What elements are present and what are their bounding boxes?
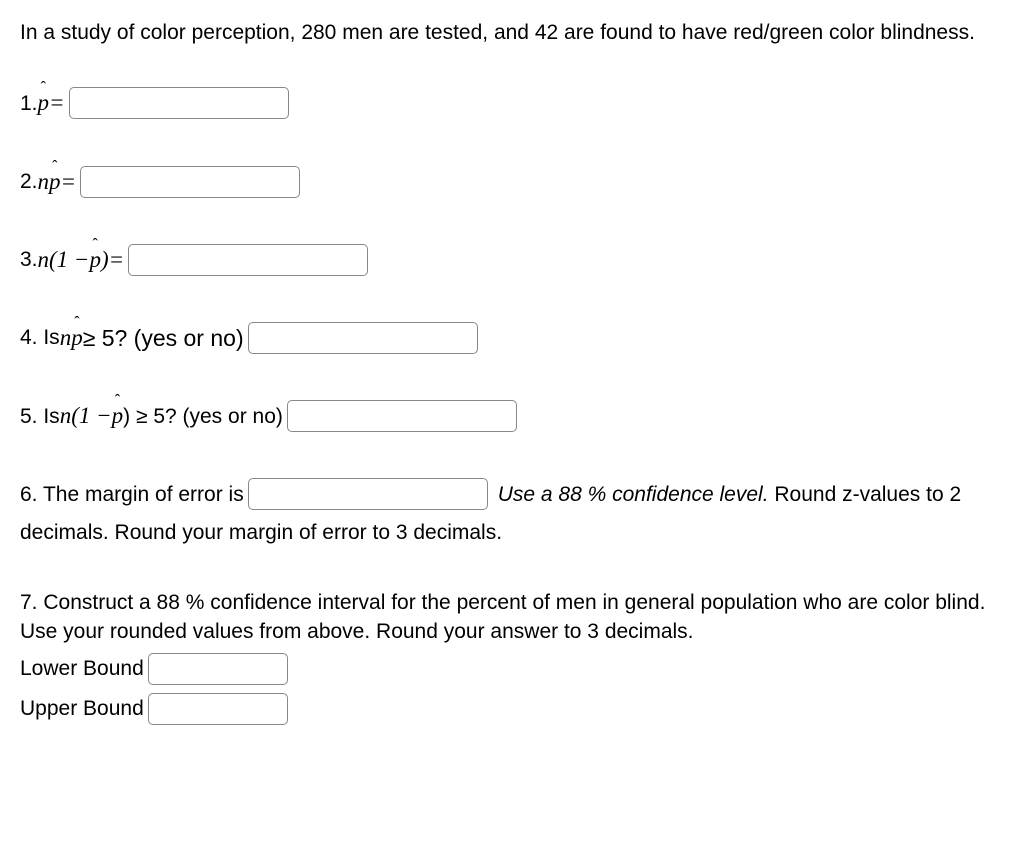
q2-input[interactable] xyxy=(80,166,300,198)
q4-number: 4. Is xyxy=(20,323,60,352)
q4-tail: ≥ 5? (yes or no) xyxy=(83,322,244,354)
q5-expr-start: n(1 − xyxy=(60,400,112,432)
q3-input[interactable] xyxy=(128,244,368,276)
hat-icon: ˆ xyxy=(52,156,57,178)
q2-equals: = xyxy=(61,166,77,198)
q2-n: n xyxy=(38,166,50,198)
question-2: 2. n ˆp= xyxy=(20,166,1004,198)
q5-expr-end: ) ≥ 5? (yes or no) xyxy=(123,402,283,431)
question-7-upper: Upper Bound xyxy=(20,693,1004,725)
question-1: 1. ˆp= xyxy=(20,87,1004,119)
hat-icon: ˆ xyxy=(93,234,98,256)
question-6-line2: decimals. Round your margin of error to … xyxy=(20,518,1004,547)
question-4: 4. Is n ˆp ≥ 5? (yes or no) xyxy=(20,322,1004,354)
question-7-text: 7. Construct a 88 % confidence interval … xyxy=(20,588,1004,647)
q4-input[interactable] xyxy=(248,322,478,354)
hat-icon: ˆ xyxy=(74,312,79,334)
question-5: 5. Is n(1 − ˆp) ≥ 5? (yes or no) xyxy=(20,400,1004,432)
q1-number: 1. xyxy=(20,89,38,118)
q1-phat-symbol: ˆp xyxy=(38,87,50,119)
question-7-lower: Lower Bound xyxy=(20,653,1004,685)
q6-input[interactable] xyxy=(248,478,488,510)
problem-statement: In a study of color perception, 280 men … xyxy=(20,18,1004,47)
q5-phat-symbol: ˆp xyxy=(112,400,124,432)
lower-bound-input[interactable] xyxy=(148,653,288,685)
q1-input[interactable] xyxy=(69,87,289,119)
q3-expr-end: )= xyxy=(101,244,124,276)
q3-expr-start: n(1 − xyxy=(38,244,90,276)
upper-bound-input[interactable] xyxy=(148,693,288,725)
q3-phat-symbol: ˆp xyxy=(89,244,101,276)
q6-confidence-note: Use a 88 % confidence level. xyxy=(498,483,769,506)
q6-round-note: Round z-values to 2 xyxy=(769,483,962,506)
q5-input[interactable] xyxy=(287,400,517,432)
q2-phat-symbol: ˆp xyxy=(49,166,61,198)
q4-phat-symbol: ˆp xyxy=(71,322,83,354)
hat-icon: ˆ xyxy=(41,77,46,99)
question-6-line1: 6. The margin of error is Use a 88 % con… xyxy=(20,478,1004,510)
q4-n: n xyxy=(60,322,72,354)
q5-number: 5. Is xyxy=(20,402,60,431)
q6-lead: 6. The margin of error is xyxy=(20,480,244,509)
q2-number: 2. xyxy=(20,167,38,196)
lower-bound-label: Lower Bound xyxy=(20,654,144,683)
q3-number: 3. xyxy=(20,245,38,274)
question-3: 3. n(1 − ˆp)= xyxy=(20,244,1004,276)
q1-equals: = xyxy=(49,87,65,119)
hat-icon: ˆ xyxy=(115,390,120,412)
upper-bound-label: Upper Bound xyxy=(20,694,144,723)
